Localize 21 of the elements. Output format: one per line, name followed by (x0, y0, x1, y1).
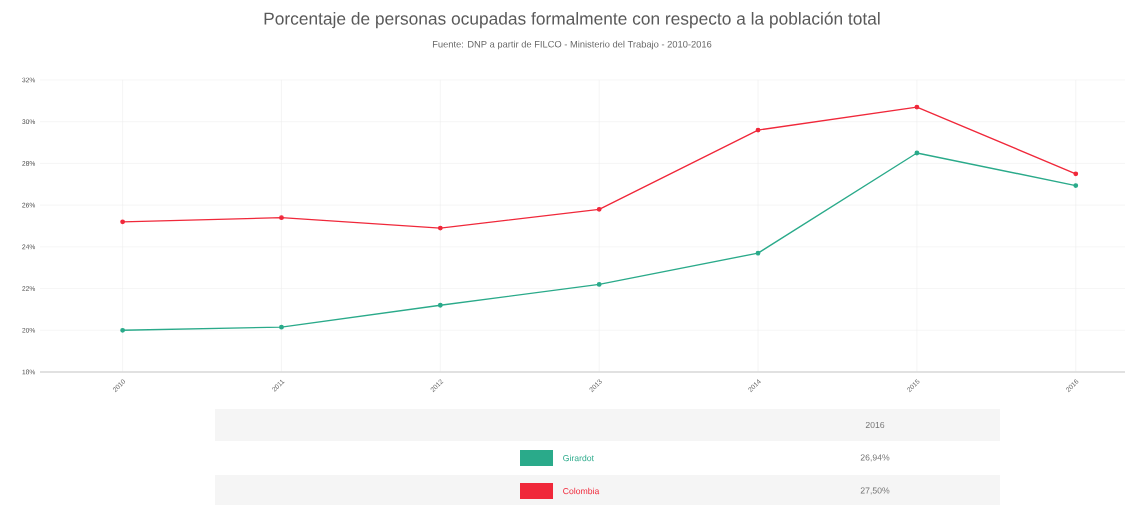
point (914, 104, 920, 110)
chart-title: Porcentaje de personas ocupadas formalmente con respecto a la población total (264, 11, 880, 29)
legend-label: Colombia (563, 487, 600, 495)
point (1073, 171, 1079, 177)
text: 27,50% (860, 487, 890, 495)
text: 26,94% (860, 454, 890, 462)
point (596, 206, 602, 212)
point (437, 225, 443, 231)
point (120, 327, 126, 333)
point (279, 215, 284, 221)
chart-subtitle: Fuente: DNP a partir de FILCO - Ministerio del Trabajo - 2010-2016 (432, 40, 712, 50)
point (279, 324, 284, 330)
legend-label: Girardot (563, 454, 594, 462)
point (755, 250, 761, 256)
point (914, 150, 920, 156)
legend-title: 2016 (865, 421, 885, 429)
point (120, 219, 126, 225)
point (1073, 183, 1079, 188)
point (755, 127, 761, 133)
point (437, 302, 443, 308)
point (596, 281, 602, 287)
